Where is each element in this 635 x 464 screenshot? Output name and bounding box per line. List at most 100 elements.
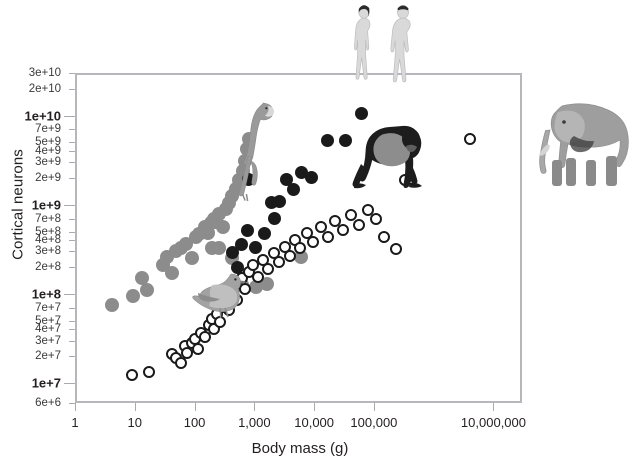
data-point-primates xyxy=(241,223,255,237)
y-axis-tick-label: 7e+9 xyxy=(35,123,61,136)
x-axis-tick-label: 100 xyxy=(183,415,206,430)
y-axis-tick-label: 7e+8 xyxy=(35,212,61,225)
data-point-rodents-and-others xyxy=(273,255,286,268)
data-point-birds xyxy=(248,279,263,294)
y-axis-tick xyxy=(69,231,75,233)
data-point-rodents-and-others xyxy=(314,221,327,234)
y-axis-tick-label: 1e+9 xyxy=(31,197,61,213)
y-axis-tick xyxy=(69,267,75,269)
data-point-rodents-and-others xyxy=(389,242,402,255)
y-axis-tick xyxy=(69,307,75,309)
data-point-rodents-and-others xyxy=(336,224,349,237)
data-point-rodents-and-others xyxy=(306,236,319,249)
data-point-primates xyxy=(258,226,272,240)
y-axis-tick xyxy=(69,329,75,331)
y-axis-tick xyxy=(69,129,75,131)
plot-area xyxy=(75,73,522,403)
y-axis-tick xyxy=(69,320,75,322)
data-point-rodents-and-others xyxy=(352,218,365,231)
y-axis-tick-label: 5e+7 xyxy=(35,314,61,327)
data-point-primates xyxy=(230,260,244,274)
data-point-rodents-and-others xyxy=(463,132,476,145)
y-axis-tick xyxy=(69,142,75,144)
data-point-birds xyxy=(259,276,274,291)
macaw-figure-icon xyxy=(233,95,279,203)
data-point-primates xyxy=(287,182,301,196)
data-point-rodents-and-others xyxy=(192,343,205,356)
y-axis: 3e+10 2e+10 1e+10 7e+9 5e+9 4e+9 3e+9 2e+9 1e+9 7… xyxy=(0,0,75,464)
x-axis-tick-label: 10,000 xyxy=(294,415,335,430)
y-axis-tick-label: 4e+9 xyxy=(35,145,61,158)
y-axis-tick xyxy=(69,340,75,342)
x-axis-tick-label: 1 xyxy=(71,415,79,430)
y-axis-tick xyxy=(64,383,75,385)
data-point-rodents-and-others xyxy=(321,231,334,244)
data-point-rodents-and-others xyxy=(262,263,275,276)
x-axis: 1 10 100 1,000 10,000 100,000 10,000,000 xyxy=(0,403,635,443)
y-axis-tick xyxy=(69,151,75,153)
data-point-rodents-and-others xyxy=(345,209,358,222)
pigeon-figure-icon xyxy=(190,268,250,320)
y-axis-tick xyxy=(69,218,75,220)
data-point-rodents-and-others xyxy=(378,231,391,244)
data-point-birds xyxy=(204,240,219,255)
data-point-birds xyxy=(105,298,120,313)
data-point-birds xyxy=(165,266,180,281)
x-axis-tick xyxy=(194,403,196,411)
data-point-rodents-and-others xyxy=(142,365,155,378)
x-axis-tick xyxy=(314,403,316,411)
data-point-rodents-and-others xyxy=(362,203,375,216)
y-axis-tick-label: 5e+9 xyxy=(35,136,61,149)
data-point-primates xyxy=(339,134,353,148)
y-axis-tick-label: 2e+7 xyxy=(35,350,61,363)
data-point-rodents-and-others xyxy=(300,227,313,240)
x-axis-tick-label: 1,000 xyxy=(238,415,271,430)
x-axis-tick-label: 10 xyxy=(127,415,143,430)
data-point-rodents-and-others xyxy=(126,368,139,381)
data-point-birds xyxy=(184,251,199,266)
y-axis-tick-label: 2e+8 xyxy=(35,261,61,274)
y-axis-tick xyxy=(69,403,75,404)
y-axis-tick-label: 4e+7 xyxy=(35,323,61,336)
y-axis-tick-label: 6e+6 xyxy=(35,397,61,409)
x-axis-title: Body mass (g) xyxy=(251,440,349,457)
y-axis-tick-label: 3e+9 xyxy=(35,156,61,169)
data-point-rodents-and-others xyxy=(328,215,341,228)
y-axis-tick xyxy=(69,88,75,90)
x-axis-tick xyxy=(134,403,136,411)
gorilla-figure-icon xyxy=(344,122,430,198)
y-axis-tick-label: 2e+10 xyxy=(28,82,61,95)
x-axis-tick-label: 10,000,000 xyxy=(460,415,527,430)
y-axis-tick xyxy=(64,204,75,206)
data-point-primates xyxy=(321,134,335,148)
y-axis-tick xyxy=(69,73,75,74)
data-point-rodents-and-others xyxy=(251,271,264,283)
y-axis-tick xyxy=(69,240,75,242)
data-point-birds xyxy=(216,220,231,235)
data-point-birds xyxy=(134,271,149,286)
data-point-primates xyxy=(268,212,282,226)
y-axis-tick-label: 3e+10 xyxy=(28,67,61,79)
data-point-rodents-and-others xyxy=(239,282,252,295)
data-point-rodents-and-others xyxy=(181,346,194,359)
y-axis-tick-label: 1e+8 xyxy=(31,286,61,302)
y-axis-tick xyxy=(69,251,75,253)
y-axis-tick-label: 3e+8 xyxy=(35,245,61,258)
data-point-primates xyxy=(235,237,249,251)
y-axis-tick-label: 5e+8 xyxy=(35,225,61,238)
x-axis-tick xyxy=(75,403,76,411)
data-point-rodents-and-others xyxy=(293,241,306,254)
y-axis-tick-label: 3e+7 xyxy=(35,334,61,347)
x-axis-tick xyxy=(373,403,375,411)
y-axis-tick xyxy=(69,162,75,164)
y-axis-tick-label: 7e+7 xyxy=(35,301,61,314)
y-axis-tick xyxy=(69,356,75,358)
data-point-rodents-and-others xyxy=(283,249,296,262)
data-point-birds xyxy=(126,288,141,303)
elephant-figure-icon xyxy=(528,96,632,192)
data-point-primates xyxy=(304,171,318,185)
x-axis-tick xyxy=(254,403,256,411)
x-axis-tick-label: 100,000 xyxy=(350,415,398,430)
y-axis-tick-label: 1e+10 xyxy=(24,108,61,124)
